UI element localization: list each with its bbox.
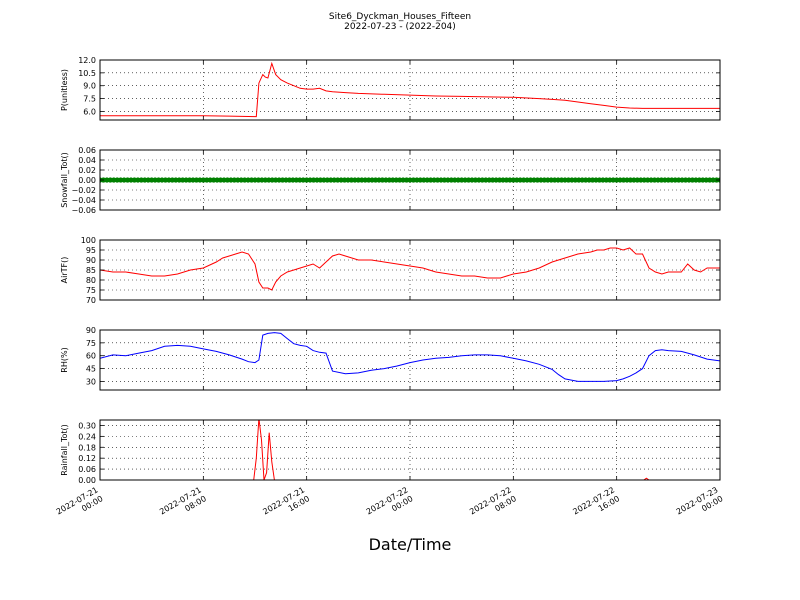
y-tick-label: 75	[86, 286, 96, 295]
y-tick-label: 0.04	[78, 156, 96, 165]
x-tick-label: 2022-07-2100:00	[55, 485, 105, 525]
panel-2: −0.06−0.04−0.020.000.020.040.06 Snowfall_…	[60, 146, 721, 215]
series-line	[100, 420, 720, 480]
y-tick-label: −0.02	[71, 186, 96, 195]
y-tick-label: 0.00	[78, 176, 96, 185]
scatter-points	[100, 177, 720, 183]
y-tick-label: 10.5	[78, 69, 96, 78]
y-axis-label: Rainfall_Tot()	[60, 424, 69, 476]
y-tick-label: 7.5	[83, 95, 96, 104]
y-tick-label: 0.24	[78, 432, 96, 441]
y-tick-label: 90	[86, 326, 96, 335]
x-tick-label: 2022-07-2208:00	[468, 485, 518, 525]
x-axis-tick-labels: 2022-07-2100:00 2022-07-2108:00 2022-07-21…	[55, 485, 725, 525]
panel-4: 30 45 60 75 90 RH(%)	[60, 326, 721, 391]
series-line	[100, 247, 720, 291]
figure-title: Site6_Dyckman_Houses_Fifteen	[329, 12, 471, 22]
y-tick-label: 85	[86, 266, 96, 275]
y-tick-label: 0.06	[78, 146, 96, 155]
panels: 6.0 7.5 9.0 10.5 12.0 P(unitless) −0.06−0.04−0…	[60, 56, 721, 485]
y-tick-label: 80	[86, 276, 96, 285]
x-tick-label: 2022-07-2300:00	[675, 485, 725, 525]
y-tick-label: 0.00	[78, 476, 96, 485]
y-axis-label: P(unitless)	[60, 69, 69, 111]
series-line	[100, 332, 720, 382]
y-tick-label: 95	[86, 246, 96, 255]
y-tick-label: 75	[86, 339, 96, 348]
y-tick-label: 90	[86, 256, 96, 265]
y-tick-label: 0.06	[78, 465, 96, 474]
y-tick-label: 60	[86, 352, 96, 361]
y-axis-label: Snowfall_Tot()	[60, 152, 69, 208]
y-tick-label: 9.0	[83, 82, 96, 91]
panel-1: 6.0 7.5 9.0 10.5 12.0 P(unitless)	[60, 56, 721, 121]
y-tick-label: −0.04	[71, 196, 96, 205]
y-tick-label: 45	[86, 365, 96, 374]
y-tick-label: 0.30	[78, 421, 96, 430]
x-axis-label: Date/Time	[369, 535, 452, 554]
y-tick-label: 0.02	[78, 166, 96, 175]
panel-5: 0.00 0.06 0.12 0.18 0.24 0.30 Rainfall_Tot()	[60, 419, 721, 485]
y-tick-label: −0.06	[71, 206, 96, 215]
x-tick-label: 2022-07-2200:00	[365, 485, 415, 525]
x-tick-label: 2022-07-2216:00	[571, 485, 621, 525]
y-axis-label: RH(%)	[60, 347, 69, 372]
y-tick-label: 70	[86, 296, 96, 305]
y-tick-label: 6.0	[83, 107, 96, 116]
y-tick-label: 30	[86, 377, 96, 386]
y-axis-label: AirTF()	[60, 257, 69, 284]
series-line	[100, 61, 720, 118]
figure-subtitle: 2022-07-23 - (2022-204)	[344, 22, 456, 32]
y-tick-label: 100	[81, 236, 96, 245]
x-tick-label: 2022-07-2116:00	[261, 485, 311, 525]
y-tick-label: 0.18	[78, 443, 96, 452]
y-tick-label: 0.12	[78, 454, 96, 463]
x-tick-label: 2022-07-2108:00	[158, 485, 208, 525]
y-tick-label: 12.0	[78, 56, 96, 65]
